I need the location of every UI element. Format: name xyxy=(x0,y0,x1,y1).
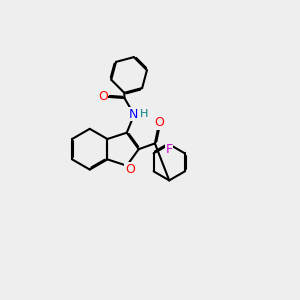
Text: O: O xyxy=(98,90,108,104)
Text: O: O xyxy=(154,116,164,129)
Text: O: O xyxy=(125,163,135,176)
Text: F: F xyxy=(166,143,173,156)
Text: N: N xyxy=(129,108,138,121)
Text: H: H xyxy=(140,109,148,118)
